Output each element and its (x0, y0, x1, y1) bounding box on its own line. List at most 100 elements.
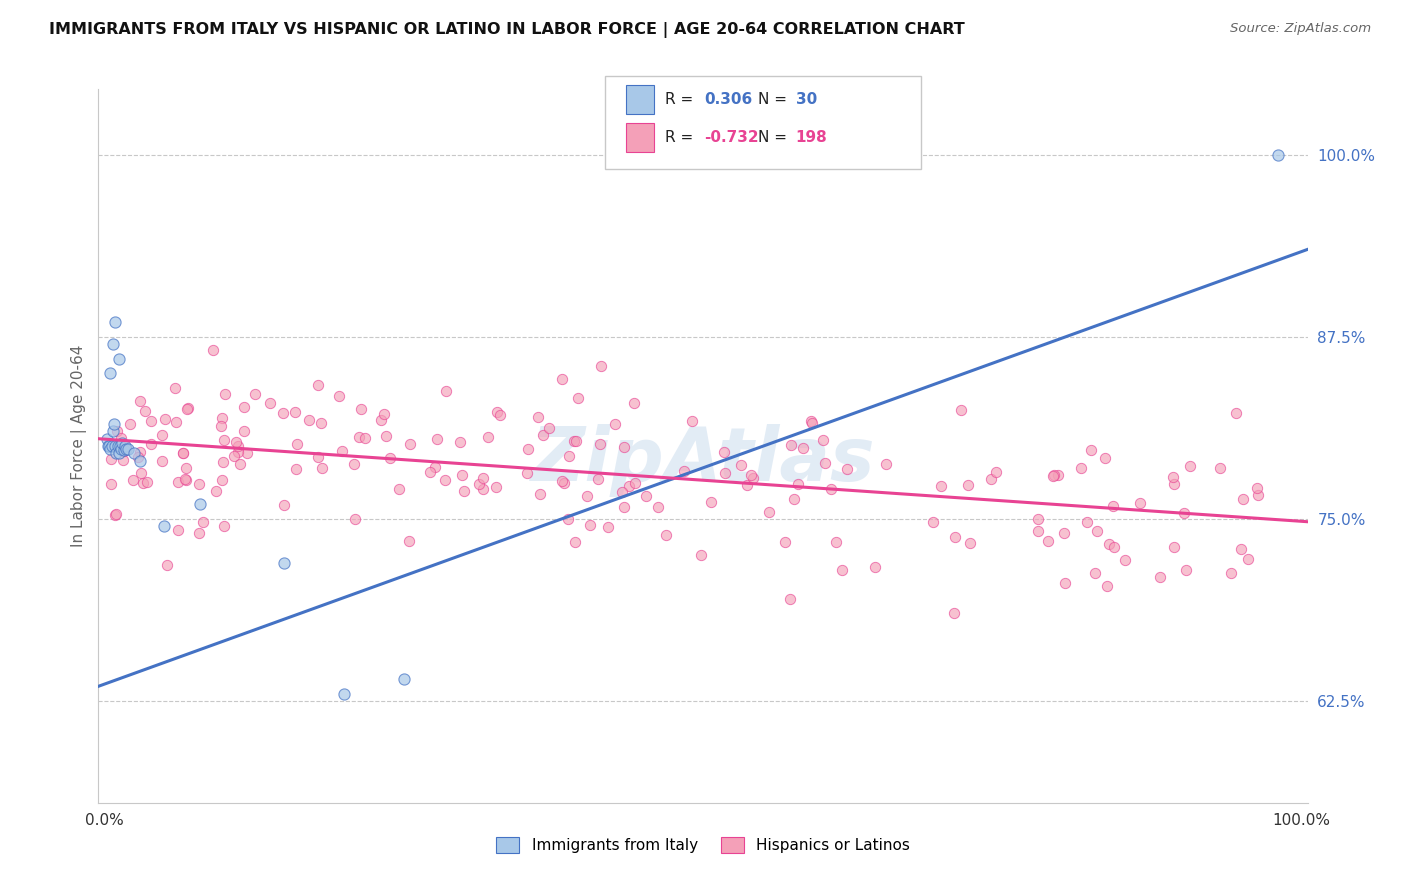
Point (1084, 566, 1107, 580)
Point (617, 479, 640, 493)
Text: R =: R = (665, 130, 699, 145)
Point (526, 409, 548, 424)
Point (1038, 534, 1060, 549)
Point (344, 512, 367, 526)
Point (557, 512, 579, 526)
Point (531, 428, 554, 442)
Point (713, 445, 735, 459)
Point (1225, 406, 1247, 420)
Point (120, 417, 142, 431)
Point (101, 337, 124, 351)
Point (1101, 499, 1123, 513)
Point (232, 424, 254, 438)
Point (613, 500, 636, 514)
Point (624, 476, 647, 491)
Text: IMMIGRANTS FROM ITALY VS HISPANIC OR LATINO IN LABOR FORCE | AGE 20-64 CORRELATI: IMMIGRANTS FROM ITALY VS HISPANIC OR LAT… (49, 22, 965, 38)
Point (980, 472, 1002, 486)
Point (835, 461, 858, 475)
Point (1054, 575, 1077, 590)
Point (1178, 459, 1201, 474)
Point (166, 524, 188, 538)
Point (1267, 147, 1289, 161)
Point (477, 430, 499, 444)
Point (451, 467, 474, 482)
Point (558, 449, 581, 463)
Point (375, 428, 398, 442)
Point (343, 457, 366, 471)
Point (398, 437, 420, 451)
Text: 198: 198 (796, 130, 828, 145)
Point (1230, 542, 1253, 557)
Point (575, 489, 598, 503)
Point (350, 402, 373, 417)
Point (786, 477, 808, 491)
Point (191, 515, 214, 529)
Point (471, 483, 494, 497)
Point (236, 446, 259, 460)
Point (942, 607, 965, 621)
Point (690, 549, 713, 563)
Point (634, 489, 657, 503)
Point (792, 441, 814, 455)
Point (135, 475, 157, 489)
Point (112, 441, 135, 455)
Point (176, 402, 198, 417)
Point (612, 484, 634, 499)
Point (423, 459, 446, 474)
Point (107, 351, 129, 366)
Point (485, 480, 508, 494)
Point (177, 401, 200, 415)
Point (1236, 552, 1258, 566)
Point (800, 414, 823, 428)
Point (1053, 525, 1076, 540)
Point (779, 591, 801, 606)
Point (433, 473, 456, 487)
Point (330, 443, 353, 458)
Point (565, 434, 588, 448)
Point (309, 416, 332, 430)
Point (449, 435, 471, 450)
Point (863, 559, 886, 574)
Point (564, 535, 586, 549)
Point (529, 487, 551, 501)
Point (224, 450, 246, 464)
Point (551, 474, 574, 488)
Point (122, 473, 145, 487)
Point (259, 395, 281, 409)
Point (129, 453, 152, 467)
Point (388, 482, 411, 496)
Point (307, 450, 329, 465)
Point (112, 443, 135, 458)
Point (214, 387, 236, 401)
Point (211, 410, 233, 425)
Point (758, 505, 780, 519)
Point (468, 477, 491, 491)
Point (139, 437, 162, 451)
Point (373, 407, 395, 421)
Point (353, 431, 375, 445)
Point (174, 461, 197, 475)
Point (150, 454, 173, 468)
Point (285, 437, 308, 451)
Point (553, 476, 575, 491)
Point (831, 563, 853, 577)
Point (489, 408, 512, 422)
Point (1026, 512, 1049, 526)
Point (537, 420, 560, 434)
Point (1043, 468, 1066, 483)
Point (233, 400, 256, 414)
Point (1173, 506, 1195, 520)
Point (347, 430, 370, 444)
Y-axis label: In Labor Force | Age 20-64: In Labor Force | Age 20-64 (72, 345, 87, 547)
Point (875, 457, 897, 471)
Point (370, 413, 392, 427)
Point (245, 386, 267, 401)
Point (588, 472, 610, 486)
Point (714, 466, 737, 480)
Point (950, 402, 973, 417)
Point (551, 372, 574, 386)
Point (163, 381, 186, 395)
Point (103, 417, 125, 432)
Point (1129, 496, 1152, 510)
Text: -0.732: -0.732 (704, 130, 759, 145)
